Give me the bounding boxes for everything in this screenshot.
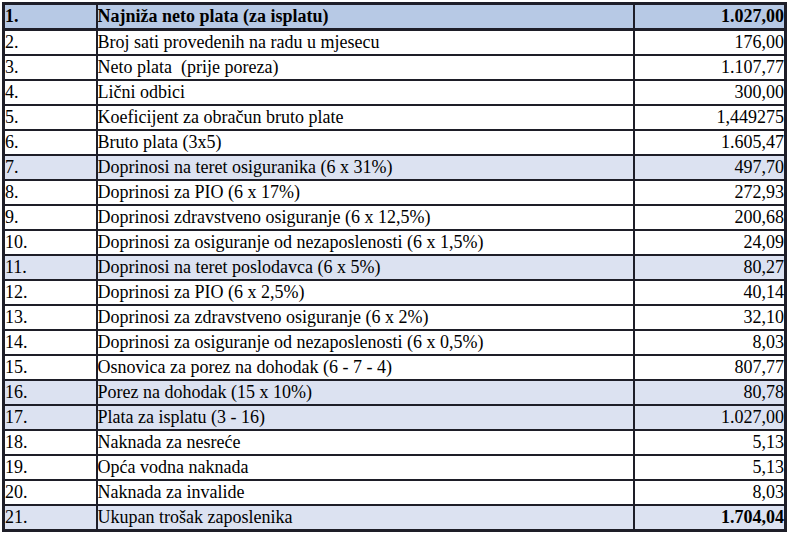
row-number: 4.	[4, 80, 97, 105]
row-number: 13.	[4, 305, 97, 330]
table-row: 3.Neto plata (prije poreza)1.107,77	[4, 55, 786, 80]
row-label: Doprinosi za osiguranje od nezaposlenost…	[97, 330, 634, 355]
table-row: 7.Doprinosi na teret osiguranika (6 x 31…	[4, 155, 786, 180]
row-label: Doprinosi za PIO (6 x 2,5%)	[97, 280, 634, 305]
row-label: Opća vodna naknada	[97, 455, 634, 480]
table-row: 14.Doprinosi za osiguranje od nezaposlen…	[4, 330, 786, 355]
table-row: 16.Porez na dohodak (15 x 10%)80,78	[4, 380, 786, 405]
table-row: 20.Naknada za invalide8,03	[4, 480, 786, 505]
row-label: Naknada za nesreće	[97, 430, 634, 455]
row-number: 18.	[4, 430, 97, 455]
row-label: Naknada za invalide	[97, 480, 634, 505]
row-number: 1.	[4, 4, 97, 30]
row-value: 24,09	[634, 230, 786, 255]
row-number: 6.	[4, 130, 97, 155]
row-number: 17.	[4, 405, 97, 430]
row-label: Porez na dohodak (15 x 10%)	[97, 380, 634, 405]
table-row: 11.Doprinosi na teret poslodavca (6 x 5%…	[4, 255, 786, 280]
row-label: Neto plata (prije poreza)	[97, 55, 634, 80]
row-label: Bruto plata (3x5)	[97, 130, 634, 155]
row-value: 200,68	[634, 205, 786, 230]
row-number: 9.	[4, 205, 97, 230]
row-number: 7.	[4, 155, 97, 180]
table-row: 21.Ukupan trošak zaposlenika1.704,04	[4, 505, 786, 531]
row-label: Doprinosi zdravstveno osiguranje (6 x 12…	[97, 205, 634, 230]
table-body: 1.Najniža neto plata (za isplatu)1.027,0…	[4, 4, 786, 531]
row-value: 5,13	[634, 430, 786, 455]
table-row: 2.Broj sati provedenih na radu u mjesecu…	[4, 30, 786, 56]
row-value: 5,13	[634, 455, 786, 480]
table-row: 1.Najniža neto plata (za isplatu)1.027,0…	[4, 4, 786, 30]
table-row: 13.Doprinosi za zdravstveno osiguranje (…	[4, 305, 786, 330]
row-label: Koeficijent za obračun bruto plate	[97, 105, 634, 130]
row-label: Doprinosi za osiguranje od nezaposlenost…	[97, 230, 634, 255]
row-value: 80,27	[634, 255, 786, 280]
row-value: 272,93	[634, 180, 786, 205]
row-label: Plata za isplatu (3 - 16)	[97, 405, 634, 430]
row-number: 10.	[4, 230, 97, 255]
row-number: 15.	[4, 355, 97, 380]
row-number: 3.	[4, 55, 97, 80]
row-value: 32,10	[634, 305, 786, 330]
table-row: 5.Koeficijent za obračun bruto plate1,44…	[4, 105, 786, 130]
row-value: 1.027,00	[634, 4, 786, 30]
table-row: 15.Osnovica za porez na dohodak (6 - 7 -…	[4, 355, 786, 380]
table-row: 12.Doprinosi za PIO (6 x 2,5%)40,14	[4, 280, 786, 305]
row-number: 14.	[4, 330, 97, 355]
row-number: 16.	[4, 380, 97, 405]
row-value: 40,14	[634, 280, 786, 305]
row-number: 12.	[4, 280, 97, 305]
row-label: Doprinosi za PIO (6 x 17%)	[97, 180, 634, 205]
row-number: 8.	[4, 180, 97, 205]
row-number: 19.	[4, 455, 97, 480]
row-number: 2.	[4, 30, 97, 56]
row-value: 1.605,47	[634, 130, 786, 155]
table-row: 4.Lični odbici300,00	[4, 80, 786, 105]
row-value: 8,03	[634, 330, 786, 355]
table-row: 19.Opća vodna naknada5,13	[4, 455, 786, 480]
row-label: Ukupan trošak zaposlenika	[97, 505, 634, 531]
row-label: Osnovica za porez na dohodak (6 - 7 - 4)	[97, 355, 634, 380]
row-value: 807,77	[634, 355, 786, 380]
row-value: 300,00	[634, 80, 786, 105]
table-row: 6.Bruto plata (3x5)1.605,47	[4, 130, 786, 155]
row-number: 21.	[4, 505, 97, 531]
row-value: 80,78	[634, 380, 786, 405]
table-row: 17.Plata za isplatu (3 - 16)1.027,00	[4, 405, 786, 430]
table-row: 9.Doprinosi zdravstveno osiguranje (6 x …	[4, 205, 786, 230]
row-value: 1.107,77	[634, 55, 786, 80]
row-label: Doprinosi na teret osiguranika (6 x 31%)	[97, 155, 634, 180]
row-value: 497,70	[634, 155, 786, 180]
table-row: 10.Doprinosi za osiguranje od nezaposlen…	[4, 230, 786, 255]
row-label: Doprinosi na teret poslodavca (6 x 5%)	[97, 255, 634, 280]
row-label: Broj sati provedenih na radu u mjesecu	[97, 30, 634, 56]
row-value: 1.704,04	[634, 505, 786, 531]
row-number: 20.	[4, 480, 97, 505]
document-page: 1.Najniža neto plata (za isplatu)1.027,0…	[0, 0, 787, 536]
table-row: 18.Naknada za nesreće5,13	[4, 430, 786, 455]
row-value: 1.027,00	[634, 405, 786, 430]
row-value: 8,03	[634, 480, 786, 505]
row-number: 11.	[4, 255, 97, 280]
table-row: 8.Doprinosi za PIO (6 x 17%)272,93	[4, 180, 786, 205]
row-value: 176,00	[634, 30, 786, 56]
row-label: Doprinosi za zdravstveno osiguranje (6 x…	[97, 305, 634, 330]
salary-calculation-table: 1.Najniža neto plata (za isplatu)1.027,0…	[2, 2, 787, 532]
row-label: Najniža neto plata (za isplatu)	[97, 4, 634, 30]
row-number: 5.	[4, 105, 97, 130]
row-value: 1,449275	[634, 105, 786, 130]
row-label: Lični odbici	[97, 80, 634, 105]
